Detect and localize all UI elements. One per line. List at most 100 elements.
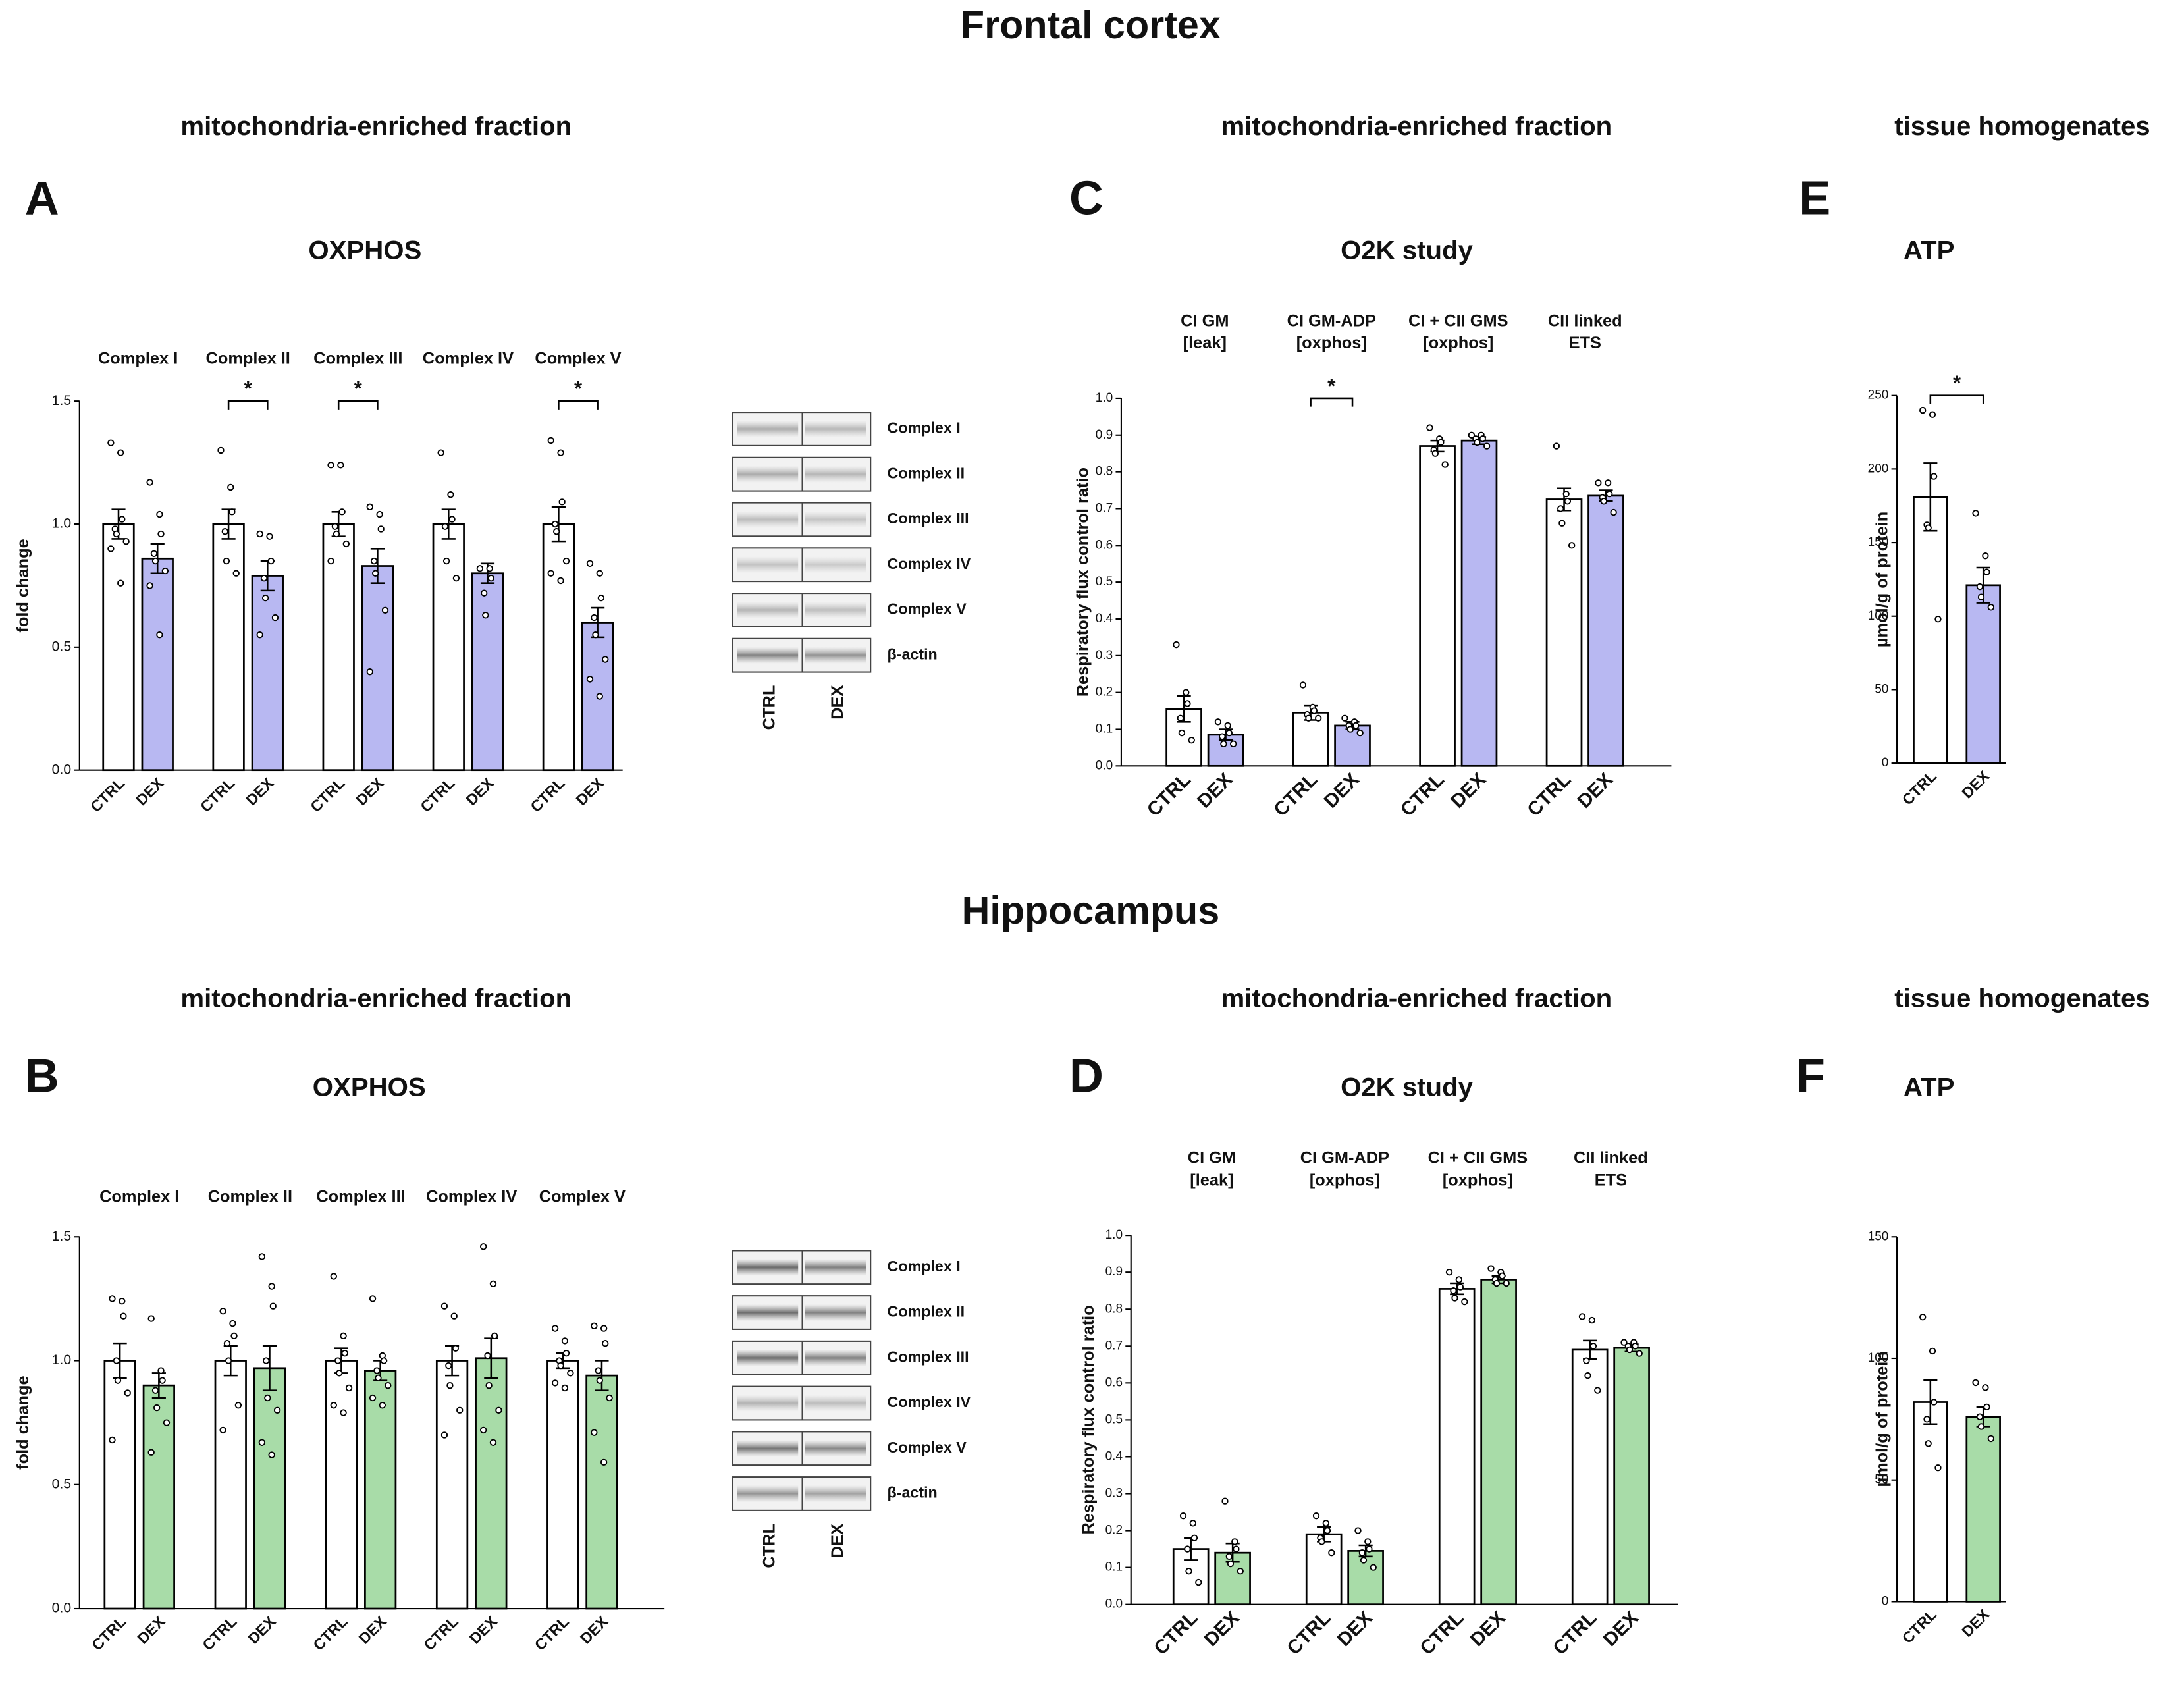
y-tick-label: 0 bbox=[1882, 1594, 1889, 1608]
error-bar bbox=[1923, 1379, 1938, 1426]
data-point bbox=[1451, 1294, 1458, 1302]
data-point bbox=[263, 1357, 270, 1364]
chart-title: ATP bbox=[1904, 1073, 1954, 1102]
data-point bbox=[440, 1431, 448, 1439]
error-bar bbox=[370, 548, 385, 584]
data-point bbox=[486, 565, 493, 572]
y-tick-label: 100 bbox=[1868, 1351, 1889, 1365]
data-point bbox=[1426, 424, 1433, 431]
blot-band-label: Complex II bbox=[888, 1303, 965, 1320]
x-tick-label: DEX bbox=[1958, 1606, 1993, 1641]
y-tick-label: 0.8 bbox=[1105, 1302, 1123, 1316]
y-tick-label: 0.5 bbox=[1096, 575, 1113, 589]
data-point bbox=[159, 1377, 166, 1384]
group-label: Complex V bbox=[535, 349, 621, 367]
data-point bbox=[591, 614, 598, 622]
data-point bbox=[258, 1439, 266, 1446]
x-tick-label: CTRL bbox=[1269, 768, 1321, 820]
y-tick-label: 0.4 bbox=[1096, 612, 1113, 626]
data-point bbox=[1225, 729, 1233, 737]
x-tick-label: DEX bbox=[573, 774, 608, 809]
group-label: ETS bbox=[1595, 1171, 1627, 1189]
x-tick-label: CTRL bbox=[197, 774, 238, 815]
data-point bbox=[264, 1394, 271, 1402]
data-point bbox=[266, 533, 273, 540]
data-point bbox=[1564, 498, 1572, 505]
data-point bbox=[122, 537, 130, 545]
data-point bbox=[366, 668, 373, 676]
x-tick-label: DEX bbox=[356, 1613, 390, 1647]
y-tick-label: 0.5 bbox=[52, 1476, 71, 1491]
data-point bbox=[147, 1449, 155, 1456]
x-tick-label: CTRL bbox=[1283, 1607, 1335, 1659]
data-point bbox=[151, 1387, 159, 1394]
data-point bbox=[219, 1426, 226, 1434]
blot-band bbox=[805, 1395, 866, 1412]
group-label: CI + CII GMS bbox=[1408, 311, 1508, 330]
data-point bbox=[338, 508, 346, 516]
data-point bbox=[1610, 508, 1617, 516]
blot-band bbox=[737, 1485, 799, 1503]
significance-bracket bbox=[558, 400, 599, 410]
bar bbox=[141, 557, 174, 772]
data-point bbox=[124, 1389, 131, 1397]
data-point bbox=[163, 1419, 171, 1426]
panel-letter: A bbox=[25, 173, 59, 225]
x-tick-label: CTRL bbox=[1397, 768, 1449, 820]
y-tick-label: 0.9 bbox=[1105, 1265, 1123, 1279]
x-tick-label: DEX bbox=[463, 774, 498, 809]
data-point bbox=[150, 550, 158, 558]
data-point bbox=[1366, 1545, 1373, 1553]
x-tick-label: CTRL bbox=[1150, 1607, 1202, 1659]
blot-band-label: Complex V bbox=[888, 600, 967, 618]
x-tick-label: CTRL bbox=[1416, 1607, 1468, 1659]
data-point bbox=[1919, 1313, 1927, 1321]
data-point bbox=[1934, 1464, 1942, 1472]
bar bbox=[1419, 445, 1456, 767]
y-tick-label: 150 bbox=[1868, 1229, 1889, 1243]
chart-title: O2K study bbox=[1341, 1073, 1474, 1102]
chart-title: ATP bbox=[1904, 235, 1954, 265]
data-point bbox=[1184, 1545, 1191, 1553]
data-point bbox=[1584, 1372, 1591, 1379]
data-point bbox=[333, 530, 340, 538]
data-point bbox=[1322, 1520, 1330, 1527]
data-point bbox=[595, 1367, 602, 1374]
data-point bbox=[267, 557, 275, 565]
data-point bbox=[1595, 479, 1602, 487]
data-point bbox=[491, 1332, 498, 1340]
data-point bbox=[450, 1312, 458, 1320]
data-point bbox=[1456, 1283, 1464, 1291]
y-axis-label: Respiratory flux control ratio bbox=[1079, 1305, 1098, 1534]
blot-band-label: Complex V bbox=[888, 1439, 967, 1456]
data-point bbox=[156, 510, 163, 518]
data-point bbox=[1185, 1568, 1192, 1575]
panel-letter: C bbox=[1069, 173, 1104, 225]
y-axis-label: fold change bbox=[14, 1375, 32, 1469]
data-point bbox=[452, 575, 460, 582]
data-point bbox=[1315, 714, 1322, 722]
y-axis-label: µmol/g of protein bbox=[1873, 512, 1892, 647]
x-tick-label: DEX bbox=[1447, 768, 1491, 813]
data-point bbox=[1461, 1298, 1468, 1306]
data-point bbox=[256, 530, 263, 538]
blot-band bbox=[737, 420, 799, 438]
blot-band bbox=[805, 1440, 866, 1457]
data-point bbox=[372, 570, 379, 577]
x-tick-label: DEX bbox=[245, 1613, 280, 1647]
data-point bbox=[379, 1402, 386, 1409]
data-point bbox=[448, 516, 456, 523]
bar bbox=[1480, 1279, 1517, 1606]
data-point bbox=[1499, 1272, 1506, 1279]
x-tick-label: CTRL bbox=[87, 774, 128, 815]
data-point bbox=[113, 530, 120, 538]
data-point bbox=[340, 1409, 347, 1416]
data-point bbox=[586, 560, 594, 567]
y-tick-label: 0.2 bbox=[1105, 1524, 1123, 1537]
blot-lane-label: DEX bbox=[828, 1524, 847, 1558]
blot-band bbox=[737, 1395, 799, 1412]
data-point bbox=[551, 1325, 559, 1332]
data-point bbox=[1225, 1553, 1233, 1560]
data-point bbox=[146, 582, 153, 589]
y-tick-label: 0 bbox=[1882, 756, 1889, 770]
